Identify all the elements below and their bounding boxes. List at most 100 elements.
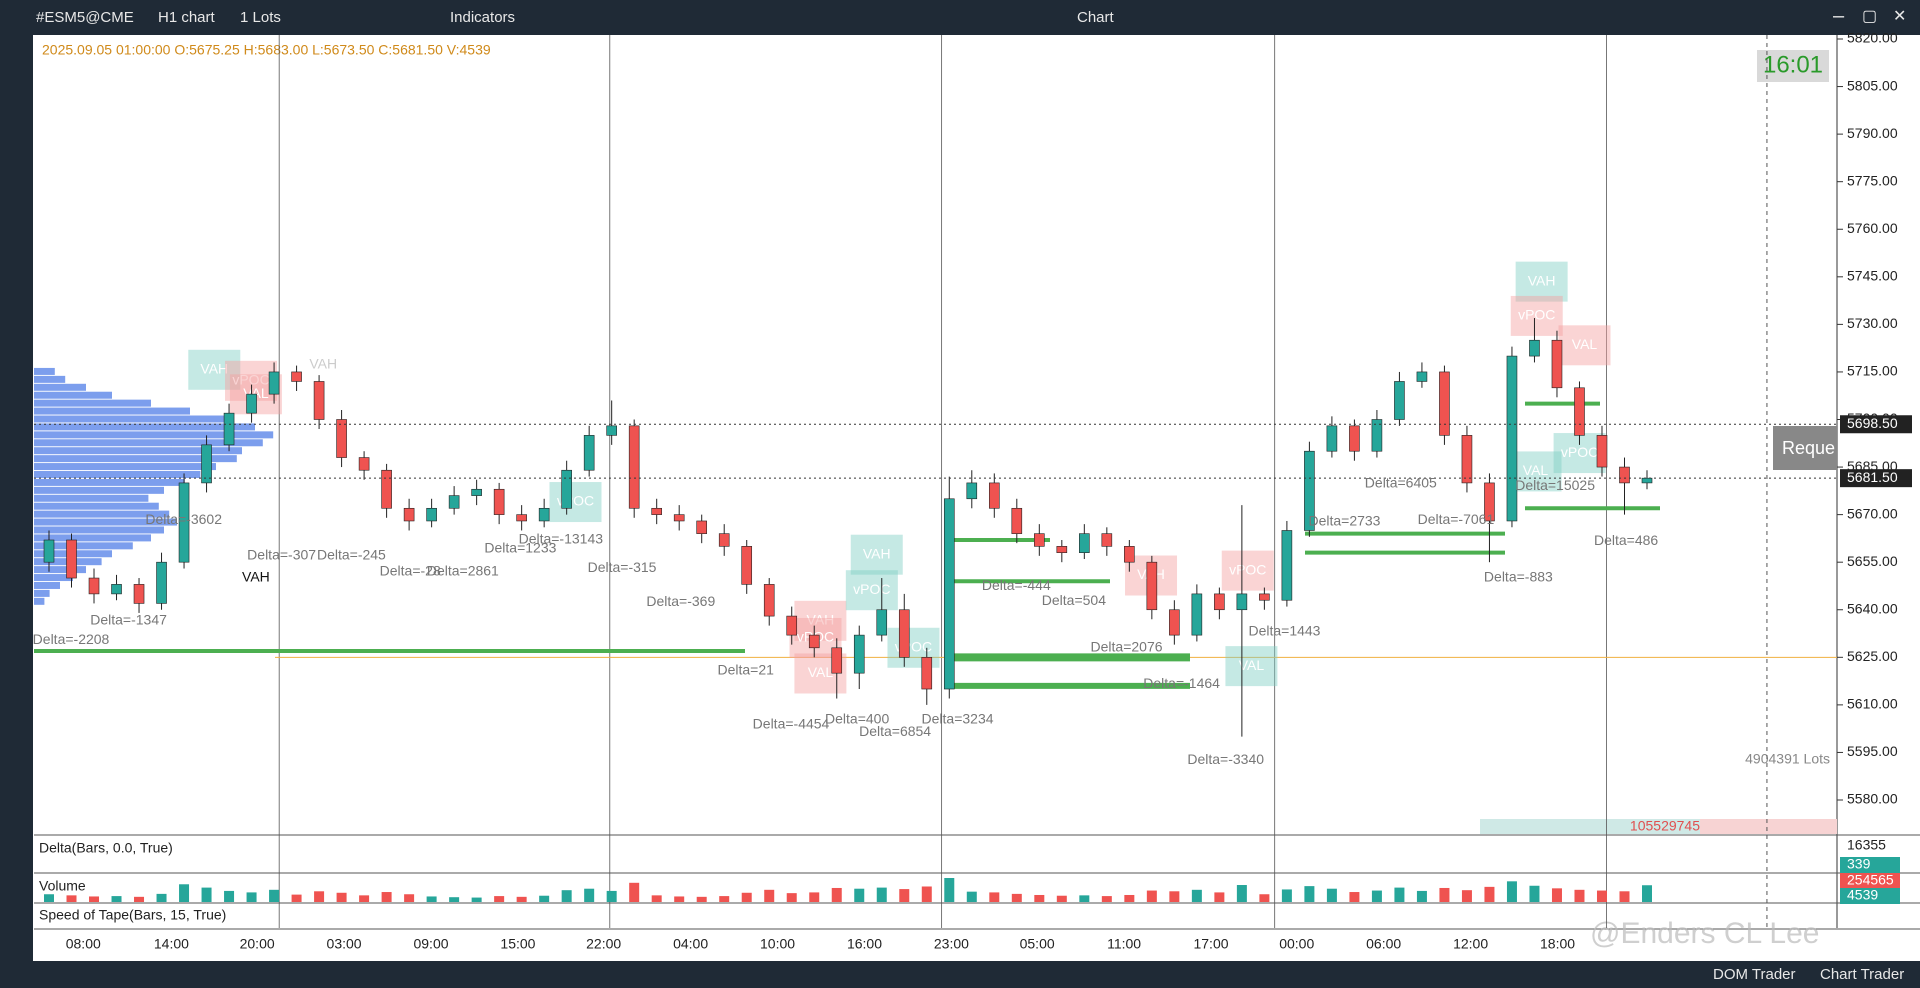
maximize[interactable]: ▢ — [1862, 8, 1878, 25]
volume-bar — [1259, 894, 1270, 902]
volume-bar — [696, 896, 707, 902]
delta-label: Delta=1443 — [1248, 623, 1320, 639]
volume-total-bg — [1700, 819, 1837, 834]
volume-bar — [651, 895, 662, 902]
time-label: 22:00 — [586, 936, 621, 952]
candle-body — [1011, 507, 1023, 534]
zone-label: VAH — [863, 545, 891, 561]
price-marker-label: 5681.50 — [1847, 469, 1898, 485]
profile-bar — [34, 502, 159, 510]
price-tick-label: 5580.00 — [1847, 791, 1898, 807]
price-tick-label: 5595.00 — [1847, 743, 1898, 759]
candle-body — [43, 539, 55, 563]
minimize[interactable]: – — [1833, 5, 1845, 27]
zone-label: VAL — [808, 664, 834, 680]
zone-box — [789, 617, 842, 658]
symbol[interactable]: #ESM5@CME — [36, 9, 134, 26]
volume-bar — [246, 892, 257, 902]
volume-bar — [66, 895, 77, 902]
time-label: 11:00 — [1107, 936, 1141, 952]
delta-label: Delta=486 — [1594, 532, 1658, 548]
candle-body — [1461, 435, 1473, 484]
zone-label: vPOC — [1229, 561, 1266, 577]
time-label: 06:00 — [1366, 936, 1401, 952]
volume-bar — [876, 887, 887, 902]
volume-bar — [1416, 890, 1427, 902]
candle-body — [1394, 381, 1405, 420]
lots-label: 4904391 Lots — [1745, 751, 1830, 767]
candle-body — [1056, 546, 1068, 553]
candle-body — [448, 495, 460, 509]
profile-bar — [34, 455, 237, 463]
profile-bar — [34, 558, 102, 566]
timeframe[interactable]: H1 chart — [158, 9, 215, 26]
volume-bar — [1236, 885, 1247, 902]
volume-total-bg — [1480, 819, 1837, 834]
zone-box — [850, 534, 903, 575]
pane-value: 4539 — [1847, 887, 1878, 903]
candle-body — [606, 425, 617, 436]
delta-label: Delta=-2208 — [33, 631, 110, 647]
request-label: Reque — [1782, 438, 1835, 458]
volume-bar — [1281, 889, 1292, 902]
candle-body — [156, 561, 167, 604]
chart-trader[interactable]: Chart Trader — [1820, 966, 1905, 983]
candle-body — [223, 412, 235, 446]
time-label: 08:00 — [66, 936, 101, 952]
volume-bar — [44, 894, 54, 902]
time-label: 16:00 — [847, 936, 882, 952]
volume-bar — [606, 890, 617, 902]
time-label: 17:00 — [1193, 936, 1228, 952]
candle-body — [1034, 533, 1045, 547]
candle-body — [403, 507, 415, 522]
profile-bar — [34, 597, 45, 605]
volume-bar — [494, 896, 505, 902]
profile-bar — [34, 486, 164, 494]
candle-body — [876, 609, 888, 636]
zone-label: vPOC — [1561, 444, 1598, 460]
candle-body — [538, 507, 550, 522]
indicators[interactable]: Indicators — [450, 9, 516, 26]
profile-bar — [34, 423, 255, 431]
volume-bar — [1574, 889, 1585, 902]
volume-bar — [224, 890, 235, 902]
candle-body — [1596, 435, 1608, 468]
candle-body — [381, 469, 392, 509]
time-label: 12:00 — [1453, 936, 1488, 952]
zone-label: vPOC — [895, 638, 932, 654]
volume-bar — [539, 895, 550, 902]
dom-trader[interactable]: DOM Trader — [1713, 966, 1796, 983]
price-tick-label: 5685.00 — [1847, 458, 1898, 474]
volume-bar — [1304, 886, 1315, 902]
volume-bar — [741, 892, 752, 902]
zone-label: vPOC — [797, 629, 834, 645]
delta-label: Delta=2733 — [1308, 512, 1380, 528]
delta-label: Delta=3234 — [922, 711, 994, 727]
delta-label: Delta=2861 — [427, 563, 499, 579]
delta-label: Delta=-3340 — [1187, 751, 1264, 767]
pane-value: 16355 — [1847, 837, 1886, 853]
request-box — [1773, 426, 1837, 470]
profile-bar — [34, 574, 73, 582]
quantity[interactable]: 1 Lots — [240, 9, 281, 26]
candle-body — [336, 419, 347, 458]
candle-body — [808, 634, 820, 649]
close[interactable]: ✕ — [1893, 8, 1907, 25]
volume-bar — [471, 897, 482, 902]
candle-body — [88, 577, 100, 595]
volume-bar — [269, 889, 280, 902]
price-tick-label: 5730.00 — [1847, 315, 1898, 331]
profile-bar — [34, 391, 112, 399]
candle-body — [201, 444, 212, 484]
candle-body — [943, 498, 955, 690]
candle-body — [1349, 425, 1360, 452]
zone-box — [1558, 325, 1611, 366]
volume-bar — [1551, 888, 1562, 902]
volume-bar — [404, 894, 415, 902]
volume-bar — [1484, 886, 1495, 902]
profile-bar — [34, 542, 133, 550]
price-tick-label: 5640.00 — [1847, 600, 1898, 616]
time-label: 05:00 — [1020, 936, 1055, 952]
volume-bar — [336, 892, 347, 902]
delta-label: Delta=-883 — [1484, 569, 1553, 585]
